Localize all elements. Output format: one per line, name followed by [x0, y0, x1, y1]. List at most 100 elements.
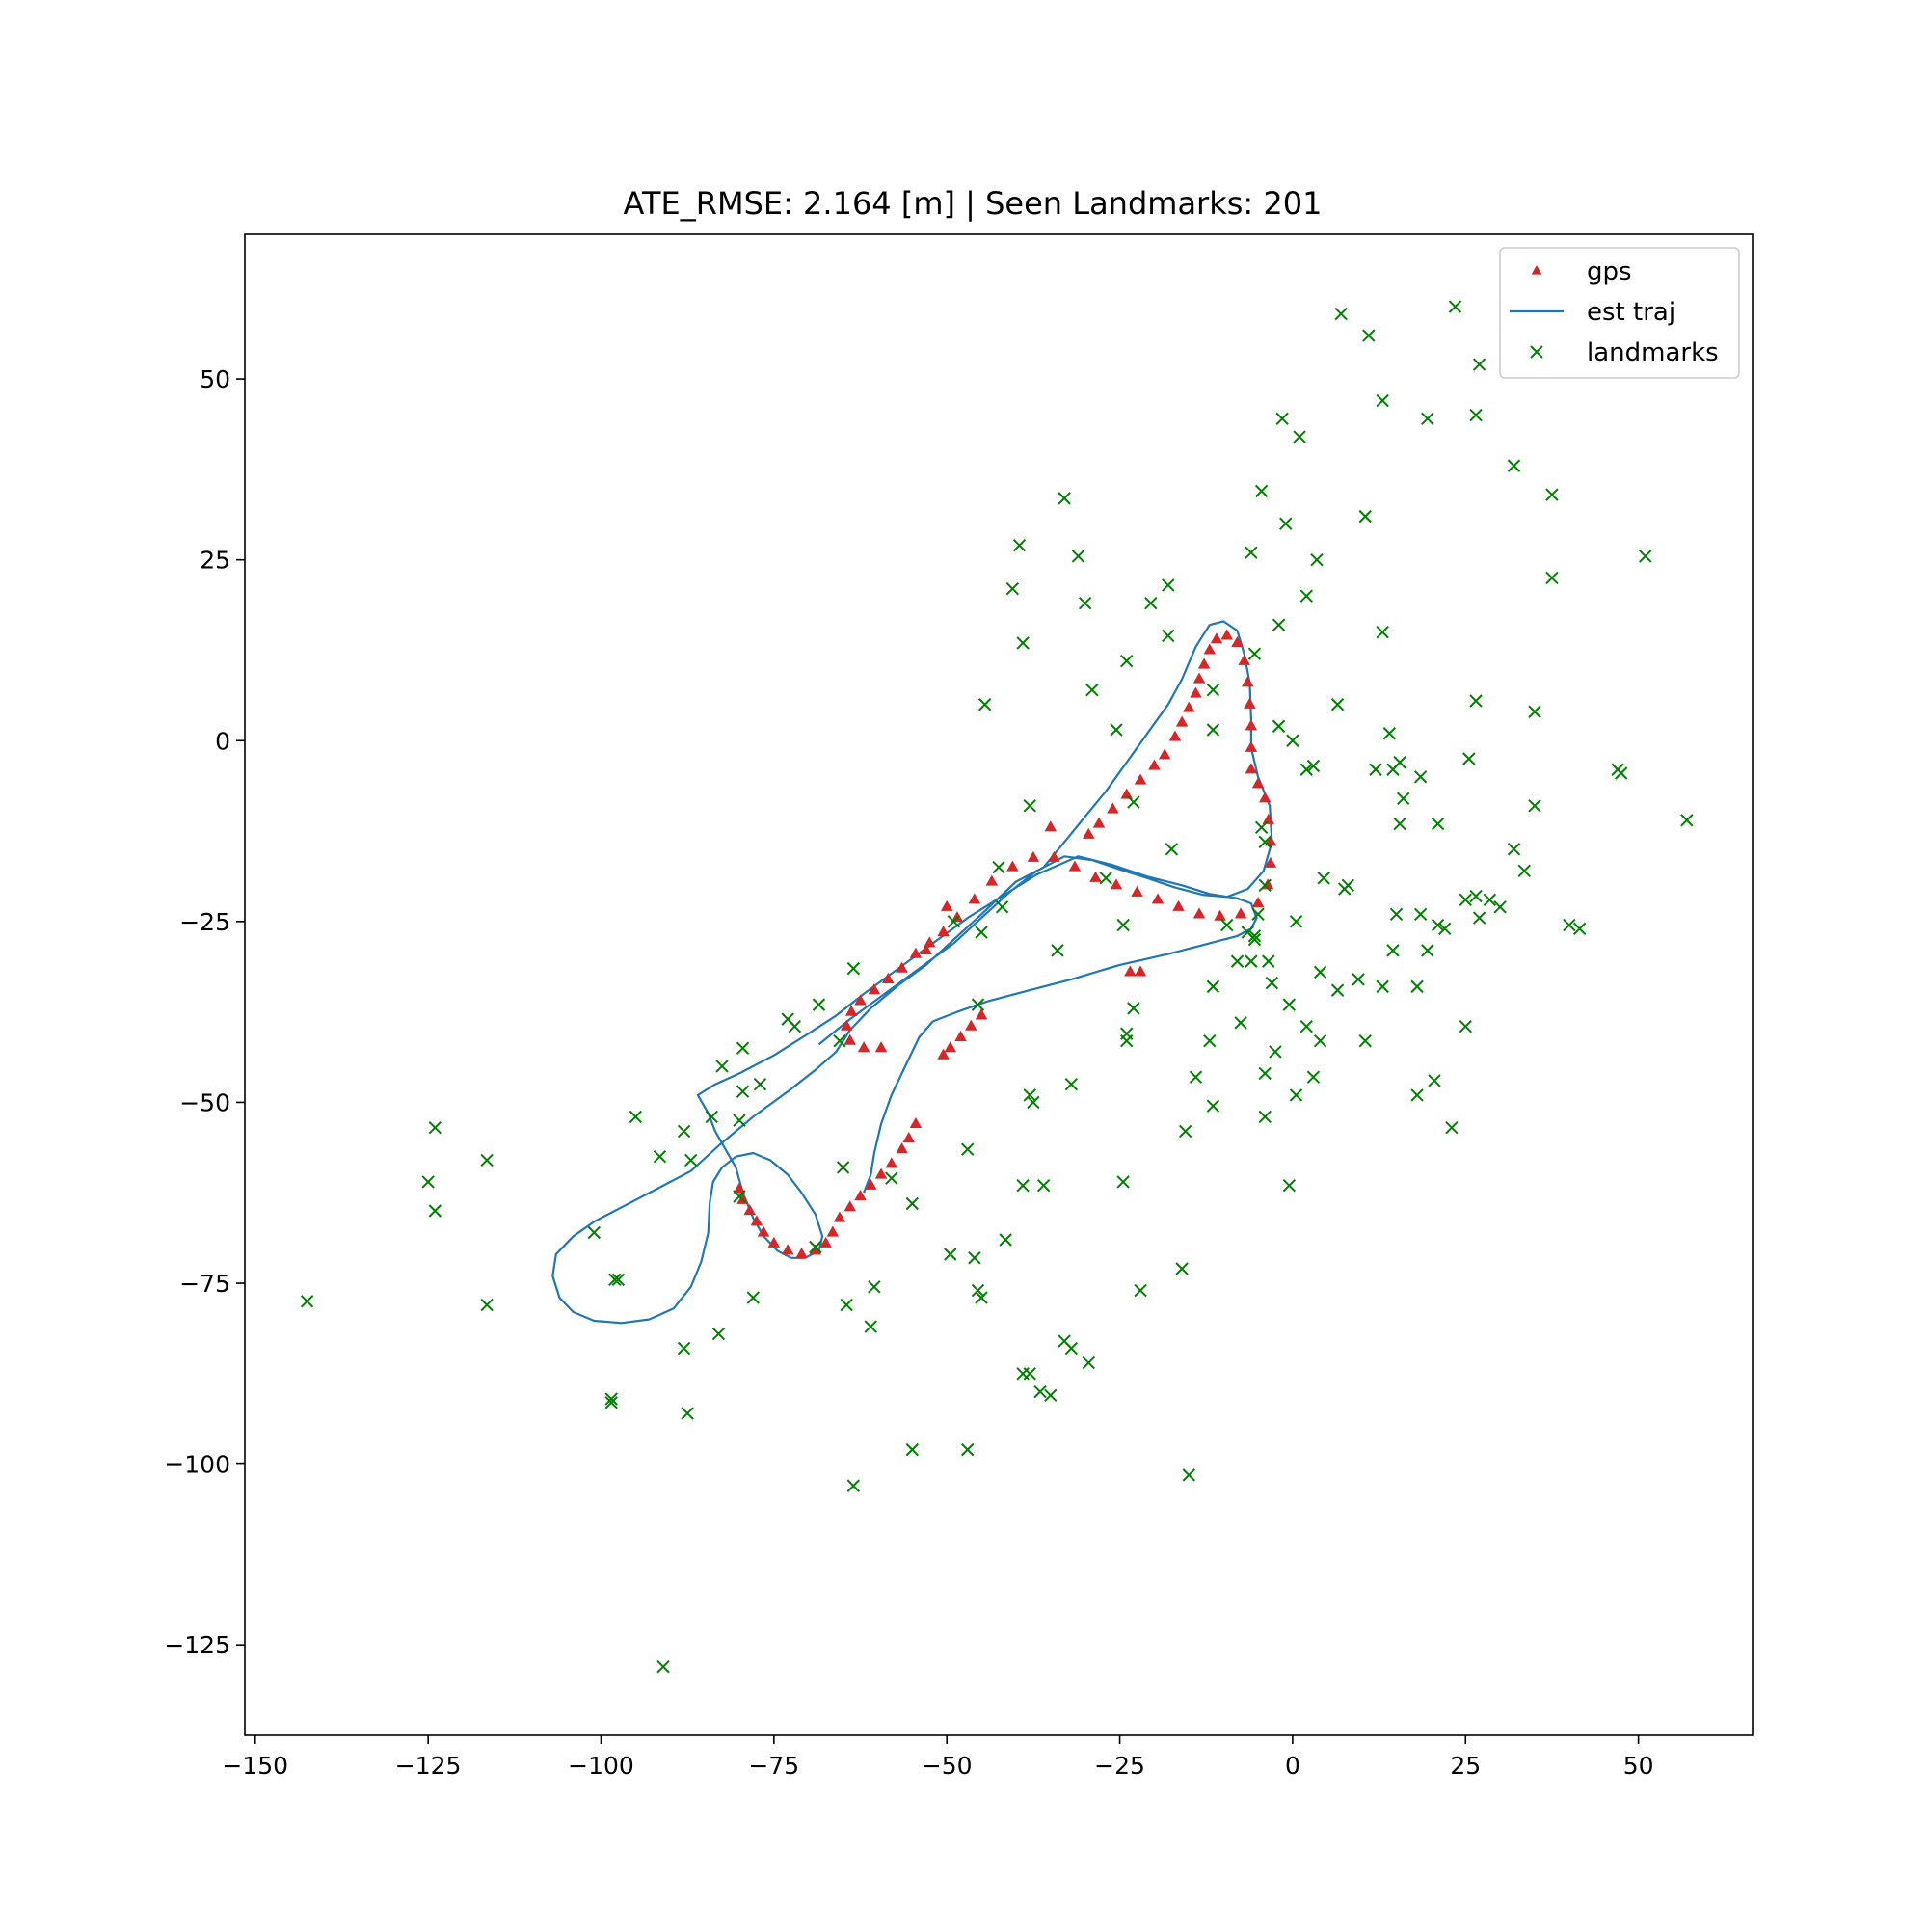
landmark-point	[999, 1233, 1012, 1247]
gps-point	[844, 1200, 857, 1212]
landmark-point	[1085, 684, 1099, 697]
gps-point	[854, 994, 867, 1006]
landmark-point	[788, 1019, 802, 1033]
landmark-point	[1134, 1283, 1147, 1298]
landmark-point	[1431, 918, 1445, 932]
landmark-point	[1282, 1179, 1297, 1193]
gps-point	[1258, 792, 1272, 803]
gps-point	[954, 1030, 967, 1042]
landmark-point	[1120, 1033, 1134, 1048]
landmark-point	[1272, 719, 1286, 733]
landmark-point	[1428, 1074, 1441, 1087]
landmark-point	[746, 1291, 761, 1304]
gps-point	[1242, 676, 1254, 687]
landmark-point	[1286, 734, 1299, 747]
landmark-point	[1279, 517, 1293, 530]
landmark-point	[1306, 759, 1321, 773]
landmark-point	[1127, 795, 1140, 809]
landmark-point	[1299, 1019, 1313, 1033]
gps-point	[885, 1157, 898, 1168]
landmarks-series	[300, 300, 1694, 1674]
plot-area	[245, 234, 1753, 1735]
gps-point	[1107, 802, 1119, 814]
landmark-point	[300, 1295, 314, 1308]
landmark-point	[1469, 694, 1483, 708]
landmark-point	[1507, 459, 1521, 472]
landmark-point	[1269, 1045, 1282, 1059]
gps-point	[826, 1225, 840, 1237]
landmark-point	[1127, 1002, 1140, 1015]
landmark-point	[1386, 944, 1400, 957]
gps-point	[868, 983, 881, 995]
gps-point	[909, 1116, 923, 1129]
landmark-point	[1376, 625, 1389, 639]
x-tick-label: −125	[395, 1752, 462, 1780]
x-tick-label: −75	[748, 1752, 799, 1780]
landmark-point	[1064, 1341, 1079, 1355]
landmark-point	[736, 1041, 750, 1055]
landmark-point	[1247, 932, 1262, 947]
landmark-point	[1462, 752, 1476, 765]
landmark-point	[677, 1341, 691, 1355]
landmark-point	[1528, 705, 1541, 718]
landmark-point	[1341, 878, 1355, 893]
landmark-point	[809, 1240, 822, 1254]
landmark-point	[1275, 412, 1289, 426]
plot-frame	[244, 233, 1754, 1736]
gps-point	[909, 947, 923, 958]
landmark-point	[1330, 698, 1345, 711]
landmark-point	[1421, 944, 1434, 957]
gps-point	[937, 1048, 950, 1060]
landmark-point	[885, 1171, 898, 1185]
landmark-point	[1438, 922, 1452, 936]
gps-point	[1244, 697, 1256, 709]
gps-point	[881, 972, 895, 983]
landmark-point	[1165, 843, 1179, 856]
y-tick-label: −25	[179, 908, 230, 936]
gps-point	[1245, 740, 1258, 752]
gps-series	[733, 629, 1277, 1259]
landmark-point	[1162, 629, 1175, 643]
landmark-point	[1071, 550, 1085, 563]
landmark-point	[1189, 1070, 1203, 1084]
legend-landmarks-marker	[1530, 345, 1543, 359]
landmark-point	[1247, 647, 1262, 660]
landmark-point	[1472, 358, 1486, 371]
gps-point	[1197, 657, 1211, 669]
landmark-point	[1251, 907, 1265, 922]
landmark-point	[1272, 618, 1286, 631]
gps-point	[985, 874, 999, 886]
landmark-point	[611, 1273, 626, 1286]
landmark-point	[753, 1077, 767, 1091]
landmark-point	[1469, 408, 1483, 422]
gps-point	[1210, 632, 1223, 644]
landmark-point	[677, 1124, 691, 1139]
gps-point	[1192, 907, 1206, 919]
gps-point	[781, 1244, 794, 1255]
landmark-point	[1330, 983, 1345, 997]
landmark-point	[1389, 907, 1404, 922]
gps-point	[968, 893, 981, 904]
legend-box	[1499, 247, 1740, 379]
gps-point	[1044, 820, 1058, 832]
gps-point	[1214, 909, 1226, 921]
landmark-point	[1528, 799, 1541, 813]
landmark-point	[1247, 929, 1262, 943]
gps-point	[833, 1211, 846, 1222]
legend-label: gps	[1587, 257, 1632, 286]
landmark-point	[905, 1442, 920, 1457]
gps-point	[1083, 827, 1095, 839]
landmark-point	[1116, 1175, 1130, 1189]
legend-label: est traj	[1587, 298, 1675, 327]
landmark-point	[1027, 1095, 1040, 1110]
gps-point	[1231, 635, 1244, 648]
y-tick-label: −75	[179, 1270, 230, 1298]
gps-point	[1192, 672, 1206, 684]
landmark-point	[1206, 1099, 1220, 1113]
y-tick-label: −50	[179, 1088, 230, 1116]
landmark-point	[1220, 918, 1234, 932]
x-tick-label: −150	[222, 1752, 288, 1780]
landmark-point	[428, 1120, 442, 1135]
landmark-point	[1313, 965, 1327, 979]
landmark-point	[1082, 1355, 1095, 1370]
